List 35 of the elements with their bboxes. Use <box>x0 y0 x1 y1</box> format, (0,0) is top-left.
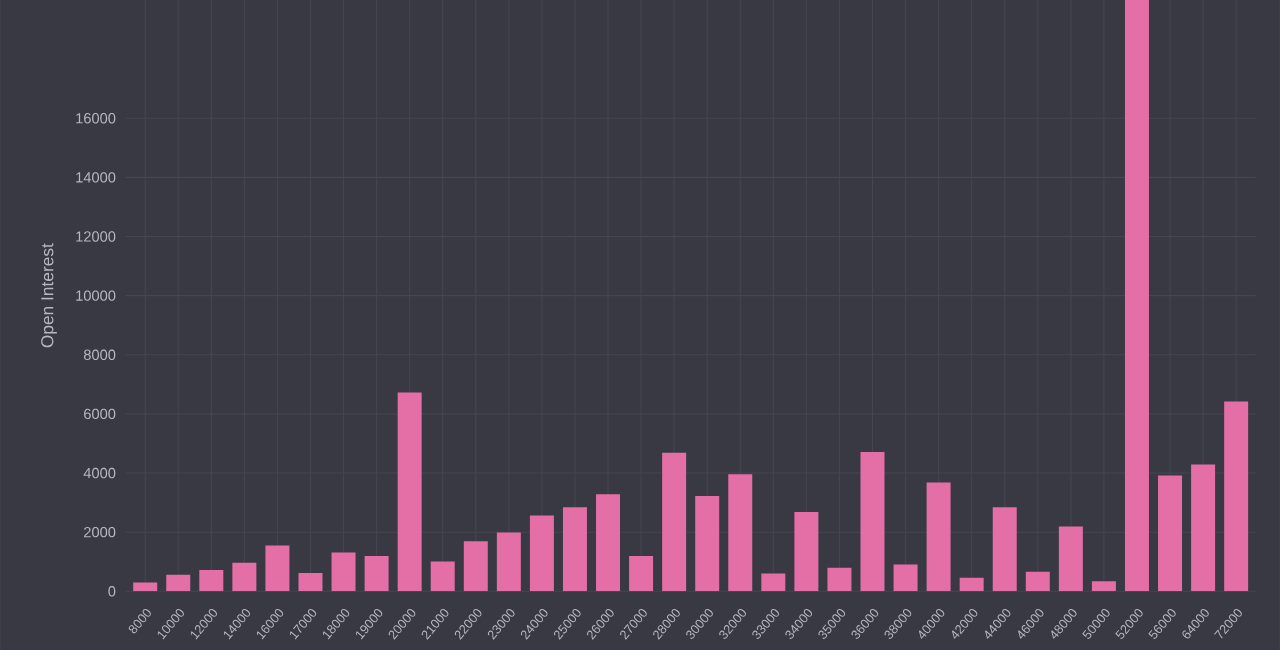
bar <box>1025 571 1050 592</box>
bar <box>596 494 621 592</box>
bar <box>794 512 819 592</box>
bar <box>1158 475 1183 592</box>
bar <box>1091 581 1116 592</box>
y-axis-title: Open Interest <box>41 243 57 348</box>
bar <box>265 545 290 592</box>
bar <box>629 556 654 592</box>
bar <box>496 532 521 592</box>
bar <box>562 507 587 592</box>
bar <box>959 577 984 592</box>
bar <box>1124 0 1149 592</box>
bar <box>926 482 951 592</box>
bar <box>1191 464 1216 592</box>
bar <box>662 452 687 592</box>
bar <box>695 496 720 592</box>
bar <box>529 515 554 592</box>
bar <box>893 564 918 592</box>
bar <box>992 507 1017 592</box>
bar <box>860 452 885 592</box>
bar <box>232 562 257 592</box>
bar <box>364 556 389 592</box>
bar <box>166 574 191 592</box>
bar <box>199 570 224 592</box>
bar <box>1224 401 1249 592</box>
bar <box>827 567 852 592</box>
bar <box>1058 526 1083 592</box>
bar <box>298 572 323 592</box>
bar <box>728 474 753 592</box>
bar <box>331 552 356 592</box>
bar <box>761 573 786 592</box>
bar <box>397 392 422 592</box>
bar <box>430 561 455 592</box>
bar <box>133 582 158 592</box>
bar <box>463 541 488 592</box>
